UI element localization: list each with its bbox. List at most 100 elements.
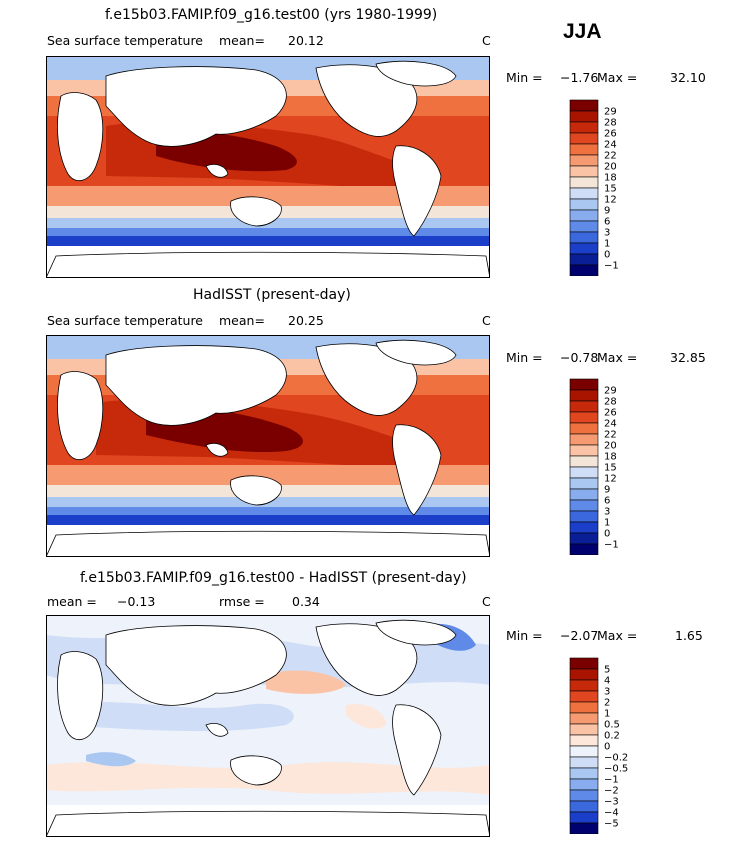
colorbar-swatch: [569, 253, 599, 266]
colorbar-tick-label: 6: [604, 217, 610, 228]
panel-2-mean-label: mean=: [219, 313, 265, 328]
colorbar-tick-label: 3: [604, 507, 610, 518]
colorbar-tick-label: 0: [604, 529, 610, 540]
panel-3-difference-map: [46, 615, 490, 837]
panel-2-variable-label: Sea surface temperature: [47, 313, 203, 328]
colorbar-swatch: [569, 477, 599, 490]
panel-3-max-label: Max =: [597, 628, 638, 643]
colorbar-swatch: [569, 543, 599, 555]
colorbar-tick-label: 1: [604, 239, 610, 250]
panel-3-min-value: −2.07: [560, 628, 599, 643]
colorbar-swatch: [569, 734, 599, 747]
panel-2-max-label: Max =: [597, 350, 638, 365]
panel-3-max-value: 1.65: [675, 628, 703, 643]
colorbar-tick-label: 1: [604, 709, 610, 720]
colorbar-tick-label: −4: [604, 808, 619, 819]
panel-1-title: f.e15b03.FAMIP.f09_g16.test00 (yrs 1980-…: [105, 7, 438, 23]
colorbar-swatch: [569, 510, 599, 523]
colorbar-swatch: [569, 668, 599, 681]
colorbar-tick-label: −0.2: [604, 753, 628, 764]
panel-3-rmse-value: 0.34: [292, 594, 320, 609]
colorbar-tick-label: 18: [604, 452, 617, 463]
colorbar-swatch: [569, 187, 599, 200]
colorbar-tick-label: 20: [604, 162, 617, 173]
colorbar-swatch: [569, 499, 599, 512]
panel-1-variable-label: Sea surface temperature: [47, 33, 203, 48]
colorbar-tick-label: 12: [604, 195, 617, 206]
colorbar-tick-label: 28: [604, 397, 617, 408]
colorbar-swatch: [569, 789, 599, 802]
colorbar-swatch: [569, 800, 599, 813]
colorbar-tick-label: 5: [604, 665, 610, 676]
panel-3-min-label: Min =: [506, 628, 543, 643]
panel-1-units: C: [482, 33, 491, 48]
colorbar-tick-label: 15: [604, 463, 617, 474]
colorbar-tick-label: −1: [604, 540, 619, 551]
colorbar-tick-label: 24: [604, 419, 617, 430]
season-label: JJA: [563, 20, 602, 43]
colorbar-swatch: [569, 99, 599, 112]
panel-1-min-label: Min =: [506, 70, 543, 85]
colorbar-swatch: [569, 701, 599, 714]
colorbar-swatch: [569, 231, 599, 244]
colorbar-swatch: [569, 822, 599, 834]
colorbar-tick-label: 22: [604, 430, 617, 441]
colorbar-tick-label: 9: [604, 206, 610, 217]
colorbar-tick-label: 2: [604, 698, 610, 709]
panel-2-max-value: 32.85: [670, 350, 706, 365]
panel-1-max-value: 32.10: [670, 70, 706, 85]
colorbar-swatch: [569, 745, 599, 758]
panel-3-rmse-label: rmse =: [219, 594, 265, 609]
colorbar-swatch: [569, 411, 599, 424]
panel-3-mean-label: mean =: [47, 594, 97, 609]
colorbar-swatch: [569, 712, 599, 725]
panel-1-min-value: −1.76: [560, 70, 599, 85]
colorbar-tick-label: −0.5: [604, 764, 628, 775]
panel-2-min-label: Min =: [506, 350, 543, 365]
colorbar-tick-label: 29: [604, 107, 617, 118]
colorbar-tick-label: −3: [604, 797, 619, 808]
colorbar-swatch: [569, 110, 599, 123]
colorbar-tick-label: 12: [604, 474, 617, 485]
colorbar-tick-label: 0: [604, 250, 610, 261]
colorbar-swatch: [569, 132, 599, 145]
colorbar-swatch: [569, 444, 599, 457]
panel-3-title: f.e15b03.FAMIP.f09_g16.test00 - HadISST …: [80, 570, 467, 586]
panel-1-mean-value: 20.12: [288, 33, 324, 48]
colorbar-tick-label: 3: [604, 228, 610, 239]
panel-3-mean-value: −0.13: [117, 594, 156, 609]
colorbar-swatch: [569, 400, 599, 413]
colorbar-swatch: [569, 778, 599, 791]
colorbar-tick-label: −2: [604, 786, 619, 797]
panel-1-max-label: Max =: [597, 70, 638, 85]
colorbar-swatch: [569, 165, 599, 178]
colorbar-swatch: [569, 679, 599, 692]
colorbar-tick-label: −5: [604, 819, 619, 830]
colorbar-tick-label: 28: [604, 118, 617, 129]
colorbar-swatch: [569, 521, 599, 534]
colorbar-swatch: [569, 242, 599, 255]
colorbar-tick-label: 22: [604, 151, 617, 162]
colorbar-swatch: [569, 220, 599, 233]
colorbar-tick-label: −1: [604, 261, 619, 272]
colorbar-swatch: [569, 198, 599, 211]
colorbar-swatch: [569, 756, 599, 769]
colorbar-swatch: [569, 378, 599, 391]
colorbar-swatch: [569, 143, 599, 156]
colorbar-swatch: [569, 455, 599, 468]
colorbar-tick-label: 26: [604, 408, 617, 419]
panel-2-units: C: [482, 313, 491, 328]
colorbar-swatch: [569, 690, 599, 703]
colorbar-swatch: [569, 811, 599, 824]
colorbar-tick-label: 6: [604, 496, 610, 507]
colorbar-tick-label: 1: [604, 518, 610, 529]
colorbar-tick-label: 0.5: [604, 720, 620, 731]
panel-2-mean-value: 20.25: [288, 313, 324, 328]
colorbar-tick-label: 24: [604, 140, 617, 151]
colorbar-swatch: [569, 176, 599, 189]
colorbar-swatch: [569, 532, 599, 545]
colorbar-tick-label: 15: [604, 184, 617, 195]
